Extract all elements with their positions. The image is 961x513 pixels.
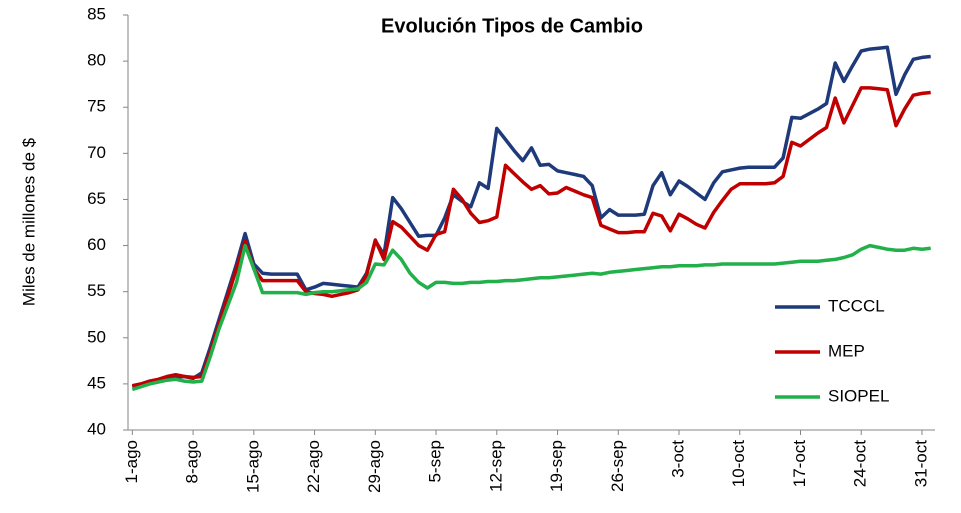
y-tick-label: 60 xyxy=(87,235,106,254)
x-tick-label: 24-oct xyxy=(851,440,870,488)
y-tick-label: 70 xyxy=(87,143,106,162)
series-line xyxy=(131,86,931,388)
x-tick-label: 26-sep xyxy=(608,440,627,492)
x-tick-label: 8-ago xyxy=(183,440,202,483)
y-axis-label: Miles de millones de $ xyxy=(19,137,38,306)
legend-label: MEP xyxy=(828,341,865,360)
x-tick-label: 15-ago xyxy=(243,440,262,493)
x-tick-label: 5-sep xyxy=(426,440,445,483)
y-tick-label: 65 xyxy=(87,189,106,208)
y-tick-label: 80 xyxy=(87,51,106,70)
x-tick-label: 19-sep xyxy=(547,440,566,492)
x-tick-label: 1-ago xyxy=(122,440,141,483)
x-tick-label: 10-oct xyxy=(729,440,748,488)
series-line xyxy=(131,243,931,392)
y-tick-label: 45 xyxy=(87,373,106,392)
x-tick-label: 31-oct xyxy=(911,440,930,488)
x-tick-label: 22-ago xyxy=(304,440,323,493)
y-tick-label: 85 xyxy=(87,4,106,23)
x-tick-label: 12-sep xyxy=(486,440,505,492)
legend-label: TCCCL xyxy=(828,296,885,315)
legend-label: SIOPEL xyxy=(828,386,889,405)
x-tick-label: 3-oct xyxy=(669,440,688,478)
series-line xyxy=(131,45,931,389)
y-tick-label: 75 xyxy=(87,97,106,116)
x-tick-label: 29-ago xyxy=(365,440,384,493)
y-tick-label: 50 xyxy=(87,327,106,346)
y-tick-label: 40 xyxy=(87,419,106,438)
x-tick-label: 17-oct xyxy=(790,440,809,488)
chart-title: Evolución Tipos de Cambio xyxy=(381,15,643,37)
y-tick-label: 55 xyxy=(87,281,106,300)
